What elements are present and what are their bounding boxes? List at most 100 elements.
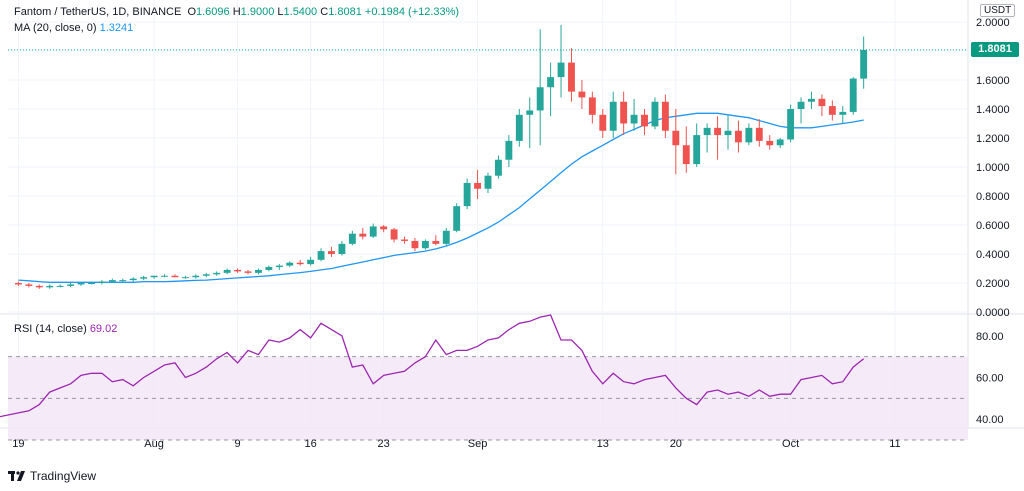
candle-down: [359, 233, 367, 237]
rsi-legend: RSI (14, close) 69.02: [14, 323, 117, 335]
candle-down: [755, 127, 763, 141]
candle-down: [35, 285, 43, 288]
price-tick-label: 1.6000: [976, 75, 1010, 87]
rsi-line: [0, 314, 865, 418]
candle-up: [630, 114, 638, 124]
candle-up: [745, 127, 753, 143]
candle-down: [411, 240, 419, 249]
time-tick-label: 16: [304, 438, 316, 450]
currency-button[interactable]: USDT: [980, 4, 1016, 17]
symbol-title: Fantom / TetherUS, 1D, BINANCE: [14, 6, 182, 18]
price-tick-label: 0.0000: [976, 307, 1010, 319]
candle-up: [161, 275, 168, 277]
candle-down: [14, 283, 22, 285]
ohlc-legend: Fantom / TetherUS, 1D, BINANCE O1.6096 H…: [14, 6, 459, 18]
rsi-band-layer: [8, 356, 968, 441]
candle-up: [181, 277, 189, 279]
candle-up: [77, 283, 85, 285]
ma-line: [18, 112, 864, 283]
candle-up: [703, 127, 711, 136]
candle-up: [557, 62, 565, 78]
candle-up: [776, 139, 784, 146]
open-label: O: [187, 6, 196, 18]
high-label: H: [232, 6, 241, 18]
candle-down: [682, 145, 690, 165]
candle-up: [150, 275, 158, 278]
candle-up: [307, 259, 315, 265]
candle-up: [860, 49, 868, 79]
ma-legend: MA (20, close, 0) 1.3241: [14, 22, 133, 34]
candle-up: [453, 206, 461, 231]
candle-up: [442, 230, 450, 244]
rsi-legend-label: RSI (14, close): [14, 323, 87, 335]
candle-down: [641, 114, 648, 127]
ma-legend-value: 1.3241: [99, 22, 134, 34]
candle-up: [202, 274, 210, 276]
candle-up: [46, 285, 54, 288]
candle-up: [651, 101, 659, 127]
candle-down: [578, 91, 586, 98]
candle-down: [818, 98, 826, 107]
candle-up: [213, 272, 221, 275]
candle-down: [401, 239, 408, 241]
ma-legend-label: MA (20, close, 0): [14, 22, 97, 34]
candle-down: [171, 275, 179, 278]
tradingview-watermark[interactable]: TradingView: [8, 469, 96, 483]
candle-up: [526, 110, 534, 115]
candle-up: [609, 101, 617, 131]
candle-down: [766, 140, 774, 146]
candle-up: [484, 175, 492, 189]
low-value: 1.5400: [283, 6, 318, 18]
candle-up: [129, 278, 137, 281]
time-tick-label: 20: [670, 438, 682, 450]
price-tick-label: 1.4000: [976, 104, 1010, 116]
time-tick-label: 9: [235, 438, 241, 450]
change-value: +0.1984 (+12.33%): [364, 6, 460, 18]
tradingview-logo-icon: [8, 471, 25, 481]
candle-up: [88, 283, 95, 284]
candle-up: [693, 135, 701, 165]
candle-down: [661, 101, 669, 131]
candle-down: [328, 251, 335, 254]
price-tick-label: 1.2000: [976, 133, 1010, 145]
candle-up: [515, 114, 523, 141]
candle-up: [463, 182, 471, 207]
candle-up: [192, 275, 200, 278]
candle-up: [286, 262, 294, 266]
candle-up: [223, 269, 231, 273]
candle-up: [797, 101, 805, 109]
price-tick-label: 0.6000: [976, 220, 1010, 232]
rsi-tick-label: 80.00: [976, 331, 1004, 343]
candle-down: [599, 114, 607, 131]
time-tick-label: 13: [597, 438, 609, 450]
candle-down: [296, 262, 304, 265]
candle-up: [265, 267, 273, 270]
candle-down: [588, 97, 596, 115]
candle-down: [828, 106, 836, 115]
price-tick-label: 0.4000: [976, 249, 1010, 261]
close-value: 1.8081: [328, 6, 362, 18]
candle-up: [421, 240, 429, 249]
candle-down: [234, 269, 242, 272]
candle-up: [505, 140, 513, 160]
candle-down: [432, 240, 440, 244]
candle-up: [348, 233, 356, 244]
candle-up: [494, 159, 502, 176]
candle-down: [380, 226, 388, 230]
rsi-tick-label: 40.00: [976, 414, 1004, 426]
time-tick-label: Aug: [144, 438, 164, 450]
low-label: L: [277, 6, 284, 18]
price-tick-label: 1.0000: [976, 162, 1010, 174]
candle-down: [734, 130, 742, 143]
candle-up: [56, 285, 64, 287]
candle-up: [839, 111, 847, 115]
candle-up: [275, 265, 283, 268]
rsi-layer: [0, 314, 865, 418]
candle-up: [338, 243, 346, 254]
price-tick-label: 0.2000: [976, 278, 1010, 290]
price-tick-label: 0.8000: [976, 191, 1010, 203]
candle-down: [672, 130, 680, 146]
candle-down: [244, 271, 252, 273]
candle-down: [714, 127, 722, 136]
